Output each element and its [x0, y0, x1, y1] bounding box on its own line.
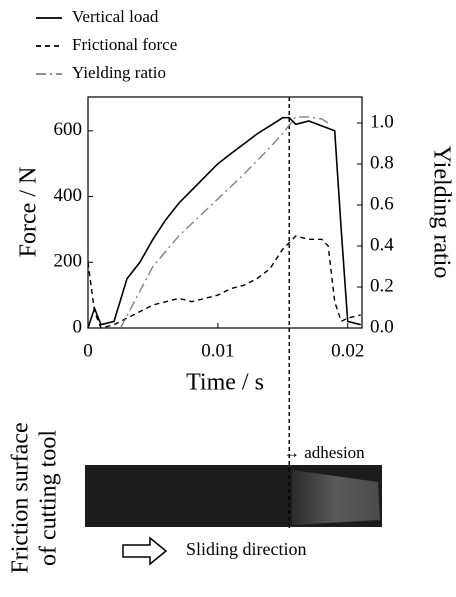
series-line	[87, 116, 361, 329]
y2-tick-label: 0.0	[370, 316, 394, 337]
y-tick-label: 400	[54, 185, 83, 206]
y-tick-label: 200	[54, 251, 83, 272]
legend-label: Vertical load	[72, 7, 159, 26]
x-tick-label: 0.01	[201, 340, 234, 361]
y2-tick-label: 1.0	[370, 111, 394, 132]
plot-frame	[87, 96, 363, 329]
y-tick-label: 0	[73, 316, 83, 337]
y2-tick-label: 0.6	[370, 193, 394, 214]
direction-arrow	[122, 536, 168, 566]
annotation: of cutting tool	[36, 430, 62, 566]
legend-label: Yielding ratio	[72, 63, 166, 82]
annotation: → adhesion	[283, 443, 365, 462]
y2-tick-label: 0.2	[370, 275, 394, 296]
series-line	[119, 116, 329, 329]
legend-label: Frictional force	[72, 35, 177, 54]
y2-tick-label: 0.4	[370, 234, 394, 255]
y-axis-title: Force / N	[16, 167, 42, 258]
adhesion-region	[292, 470, 380, 525]
x-tick-label: 0.02	[331, 340, 364, 361]
series-line	[87, 235, 361, 329]
annotation: Sliding direction	[186, 539, 307, 559]
y2-axis-title: Yielding ratio	[428, 146, 454, 279]
annotation: Friction surface	[8, 422, 34, 573]
y-tick-label: 600	[54, 119, 83, 140]
x-axis-title: Time / s	[186, 370, 264, 396]
y2-tick-label: 0.8	[370, 152, 394, 173]
x-tick-label: 0	[83, 340, 93, 361]
